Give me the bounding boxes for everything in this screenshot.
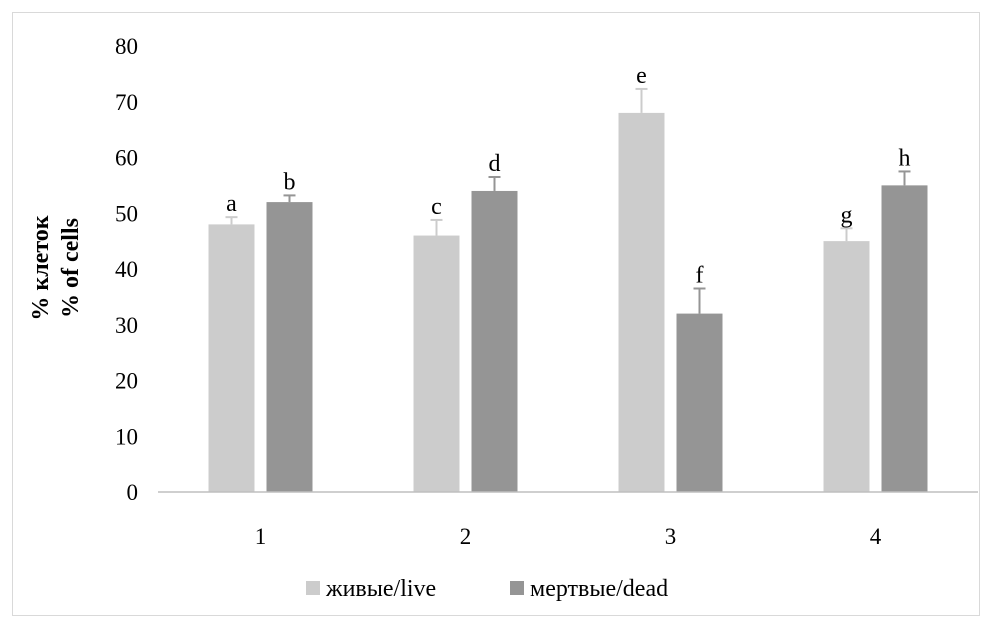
bar [823, 241, 870, 492]
y-tick-label: 0 [127, 480, 139, 505]
x-tick-label: 2 [460, 524, 472, 549]
bar [881, 185, 928, 492]
x-tick-label: 4 [870, 524, 882, 549]
legend-label: мертвые/dead [530, 576, 668, 602]
significance-letter: a [226, 191, 237, 217]
significance-letter: b [284, 169, 296, 195]
bar [618, 112, 665, 493]
significance-letter: f [696, 263, 704, 289]
y-tick-label: 10 [115, 424, 138, 449]
legend-label: живые/live [325, 576, 436, 602]
y-tick-label: 70 [115, 90, 138, 115]
y-tick-label: 50 [115, 201, 138, 226]
significance-letter: d [489, 151, 501, 177]
x-tick-label: 1 [255, 524, 267, 549]
y-axis-label-line-1: % клеток [28, 215, 54, 320]
y-tick-label: 30 [115, 313, 138, 338]
bar [413, 235, 460, 493]
legend: живые/live мертвые/dead [306, 576, 668, 602]
bars: a b c d e f g h [208, 63, 928, 493]
y-axis-label-line-2: % of cells [58, 218, 84, 318]
y-axis-label: % клеток % of cells [28, 215, 84, 320]
y-tick-label: 80 [115, 34, 138, 59]
legend-swatch [510, 581, 524, 595]
significance-letter: c [431, 194, 442, 220]
y-tick-label: 60 [115, 146, 138, 171]
significance-letter: h [899, 145, 911, 171]
y-tick-label: 40 [115, 257, 138, 282]
legend-swatch [306, 581, 320, 595]
bar [676, 313, 723, 492]
y-tick-label: 20 [115, 369, 138, 394]
significance-letter: g [841, 202, 853, 228]
y-axis: 0 10 20 30 40 50 60 70 80 [115, 34, 138, 505]
bar [208, 224, 255, 492]
bar [471, 190, 518, 492]
bar [266, 202, 313, 492]
x-tick-label: 3 [665, 524, 677, 549]
significance-letter: e [636, 63, 647, 89]
x-axis: 1 2 3 4 [255, 524, 882, 549]
